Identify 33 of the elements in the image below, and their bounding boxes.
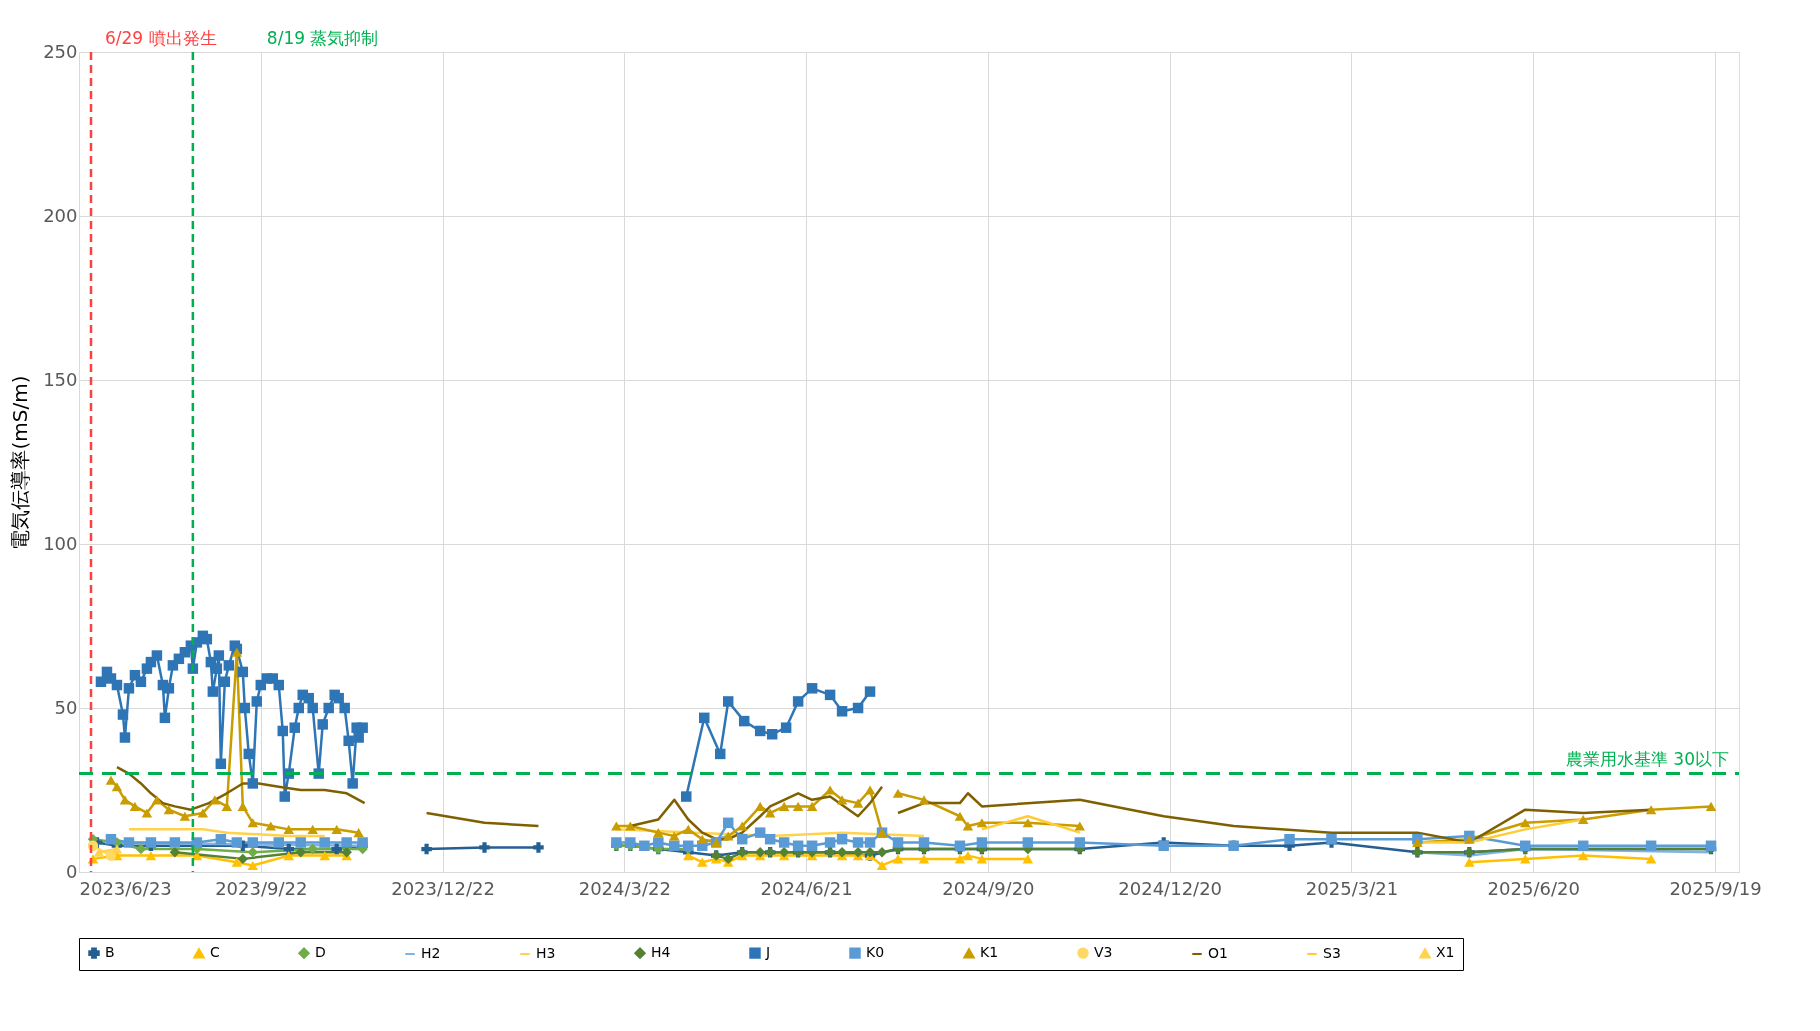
- y-tick-label: 150: [43, 368, 78, 390]
- y-tick-label: 50: [54, 696, 78, 718]
- x-tick-label: 2023/6/23: [79, 877, 172, 899]
- x-tick-label: 2024/9/20: [942, 877, 1035, 899]
- y-tick-label: 200: [43, 204, 78, 226]
- y-tick-label: 100: [43, 532, 78, 554]
- legend-label: B: [105, 944, 115, 961]
- legend-label: H4: [651, 944, 671, 961]
- ref-line-label: 8/19 蒸気抑制: [266, 28, 379, 48]
- legend-label: V3: [1094, 944, 1113, 961]
- legend-label: C: [210, 944, 220, 961]
- legend-label: X1: [1436, 944, 1455, 961]
- y-tick-label: 0: [66, 860, 78, 882]
- x-tick-label: 2025/9/19: [1669, 877, 1762, 899]
- x-tick-label: 2023/12/22: [391, 877, 495, 899]
- x-tick-label: 2025/6/20: [1487, 877, 1580, 899]
- x-tick-label: 2024/6/21: [760, 877, 853, 899]
- legend-label: J: [765, 944, 771, 961]
- legend-label: S3: [1323, 945, 1341, 961]
- ref-line-label: 6/29 噴出発生: [104, 28, 217, 48]
- ref-line-label: 農業用水基準 30以下: [1565, 748, 1729, 769]
- x-tick-label: 2023/9/22: [215, 877, 308, 899]
- x-tick-label: 2024/12/20: [1118, 877, 1223, 899]
- legend-label: K1: [980, 944, 999, 961]
- x-tick-label: 2024/3/22: [578, 877, 671, 899]
- legend-label: D: [315, 944, 326, 961]
- x-tick-label: 2025/3/21: [1305, 877, 1399, 899]
- legend-label: H2: [421, 945, 441, 961]
- y-tick-label: 250: [43, 40, 78, 62]
- legend-label: K0: [866, 944, 885, 961]
- y-axis-title: 電気伝導率(mS/m): [8, 375, 33, 550]
- legend-label: O1: [1208, 945, 1228, 961]
- legend-label: H3: [536, 945, 556, 961]
